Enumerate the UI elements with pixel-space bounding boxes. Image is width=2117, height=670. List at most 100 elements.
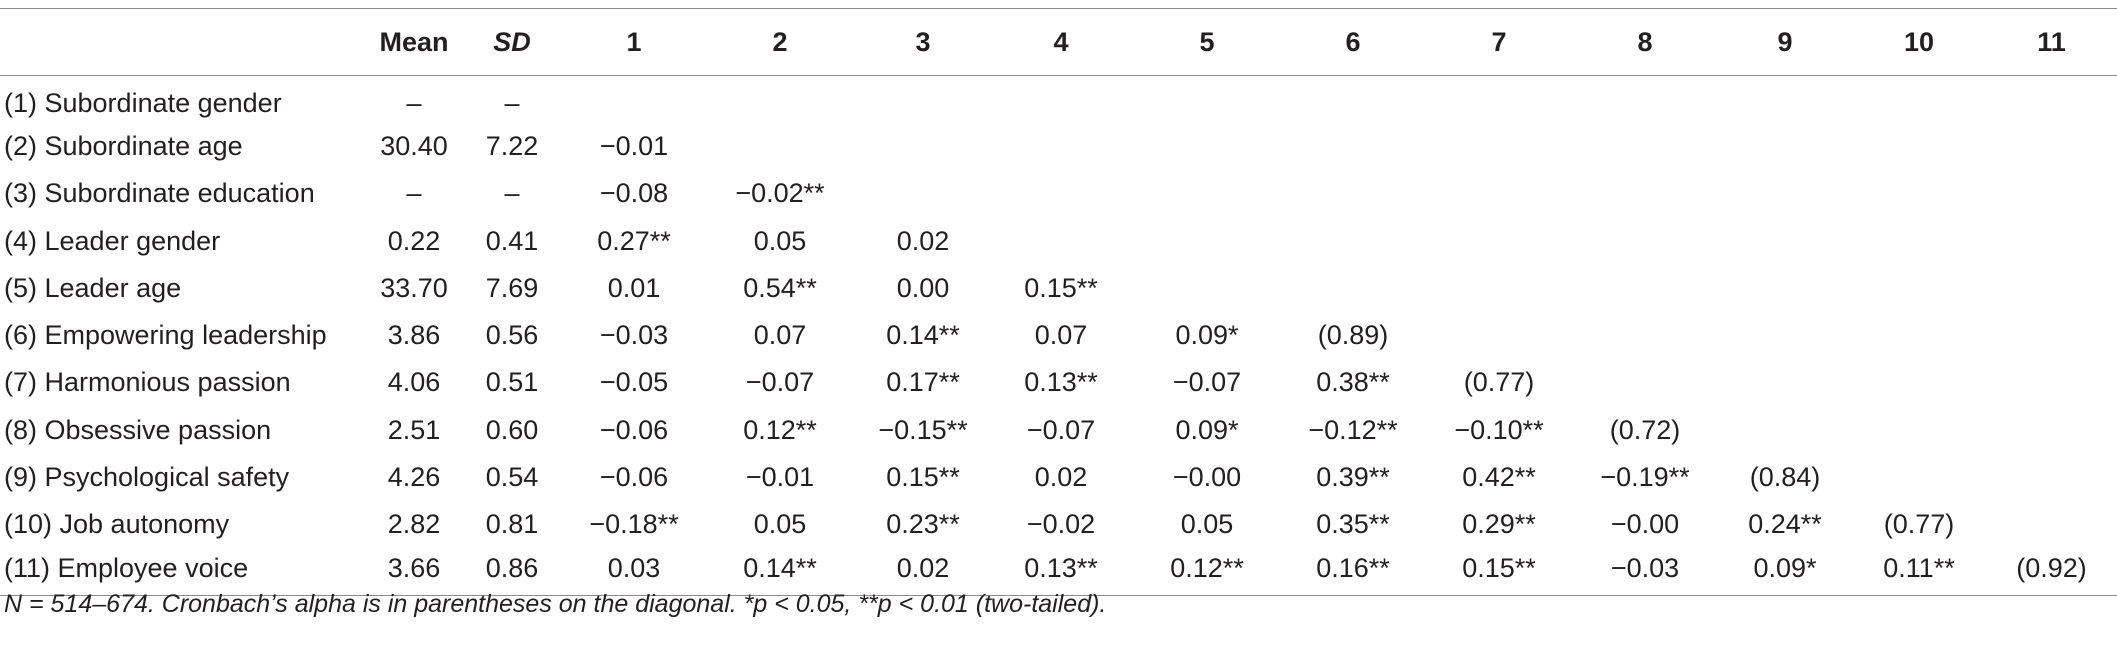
table-cell: 0.56 xyxy=(485,320,539,351)
table-cell xyxy=(1986,170,2117,217)
table-cell: (0.72) xyxy=(1609,414,1681,445)
table-row: (1) Subordinate gender – – xyxy=(0,76,2117,123)
column-header-3: 3 xyxy=(915,26,931,57)
column-header-10: 10 xyxy=(1903,26,1935,57)
table-cell xyxy=(1718,76,1852,123)
table-cell xyxy=(1718,359,1852,406)
table-cell: 3.86 xyxy=(387,320,441,351)
table-cell xyxy=(858,76,988,123)
table-cell: 0.15** xyxy=(1024,272,1098,303)
table-cell xyxy=(1986,265,2117,312)
table-cell: – xyxy=(406,87,422,118)
table-cell xyxy=(1852,359,1986,406)
table-cell: 0.14** xyxy=(743,553,817,584)
table-cell: 0.05 xyxy=(753,509,807,540)
table-cell xyxy=(1280,123,1426,170)
table-cell xyxy=(1280,170,1426,217)
table-cell: −0.01 xyxy=(599,130,669,161)
table-cell: (0.77) xyxy=(1463,367,1535,398)
table-cell xyxy=(1986,312,2117,359)
row-label: (7) Harmonious passion xyxy=(4,367,291,398)
table-cell xyxy=(1718,217,1852,264)
table-cell: −0.06 xyxy=(599,462,669,493)
table-cell: 0.13** xyxy=(1024,553,1098,584)
table-cell: −0.02** xyxy=(735,178,825,209)
table-cell: 0.02 xyxy=(1034,462,1088,493)
table-cell: 0.01 xyxy=(607,272,661,303)
table-cell xyxy=(1852,217,1986,264)
table-row: (7) Harmonious passion 4.06 0.51 −0.05 −0.07… xyxy=(0,359,2117,406)
table-row: (11) Employee voice 3.66 0.86 0.03 0.14** 0.0… xyxy=(0,548,2117,596)
table-cell xyxy=(702,123,858,170)
row-label: (4) Leader gender xyxy=(4,225,221,256)
table-cell: 2.51 xyxy=(387,414,441,445)
table-row: (4) Leader gender 0.22 0.41 0.27** 0.05 0.02 xyxy=(0,217,2117,264)
table-cell: −0.00 xyxy=(1172,462,1242,493)
table-cell xyxy=(1852,265,1986,312)
column-header-9: 9 xyxy=(1777,26,1793,57)
header-row: Mean SD 1 2 3 4 5 6 7 8 9 10 11 xyxy=(0,8,2117,76)
table-cell: −0.15** xyxy=(878,414,968,445)
table-cell xyxy=(1572,359,1718,406)
table-row: (8) Obsessive passion 2.51 0.60 −0.06 0.12**… xyxy=(0,407,2117,454)
table-cell: 0.23** xyxy=(886,509,960,540)
table-cell xyxy=(1986,359,2117,406)
table-cell: 0.14** xyxy=(886,320,960,351)
table-cell xyxy=(1572,76,1718,123)
table-cell: −0.01 xyxy=(745,462,815,493)
table-cell xyxy=(1280,265,1426,312)
table-cell: 0.27** xyxy=(597,225,671,256)
column-header-mean: Mean xyxy=(379,26,449,57)
table-cell: −0.10** xyxy=(1454,414,1544,445)
table-cell: 0.54** xyxy=(743,272,817,303)
table-cell: 0.54 xyxy=(485,462,539,493)
table-cell xyxy=(1852,170,1986,217)
row-label: (11) Employee voice xyxy=(4,553,249,584)
table-cell xyxy=(1718,170,1852,217)
table-cell xyxy=(1986,123,2117,170)
column-header-4: 4 xyxy=(1053,26,1069,57)
table-cell: −0.00 xyxy=(1610,509,1680,540)
row-label: (10) Job autonomy xyxy=(4,509,230,540)
table-row: (3) Subordinate education – – −0.08 −0.02** xyxy=(0,170,2117,217)
table-cell xyxy=(988,170,1134,217)
table-row: (9) Psychological safety 4.26 0.54 −0.06 −0.… xyxy=(0,454,2117,501)
table-cell xyxy=(1134,217,1280,264)
table-cell xyxy=(1134,170,1280,217)
row-label: (1) Subordinate gender xyxy=(4,87,282,118)
table-cell xyxy=(1572,312,1718,359)
table-cell: (0.92) xyxy=(2016,553,2087,584)
table-cell xyxy=(1986,454,2117,501)
table-cell: 0.05 xyxy=(753,225,807,256)
table-cell xyxy=(1986,217,2117,264)
table-cell xyxy=(1852,312,1986,359)
table-cell: 0.07 xyxy=(1034,320,1088,351)
table-cell: 0.16** xyxy=(1316,553,1390,584)
table-cell: −0.07 xyxy=(1172,367,1242,398)
table-cell xyxy=(1426,123,1572,170)
table-cell: 0.81 xyxy=(485,509,539,540)
table-cell: 0.29** xyxy=(1462,509,1536,540)
table-cell xyxy=(1986,76,2117,123)
table-cell: 33.70 xyxy=(380,272,448,303)
table-body: (1) Subordinate gender – – (2) Subordinate … xyxy=(0,76,2117,596)
row-label: (8) Obsessive passion xyxy=(4,414,272,445)
table-cell xyxy=(1280,76,1426,123)
table-cell xyxy=(1986,407,2117,454)
table-cell xyxy=(1718,407,1852,454)
table-cell: (0.77) xyxy=(1883,509,1955,540)
table-note: N = 514–674. Cronbach’s alpha is in pare… xyxy=(4,590,1107,618)
table-cell: 0.05 xyxy=(1180,509,1234,540)
table-cell xyxy=(1426,217,1572,264)
row-label: (2) Subordinate age xyxy=(4,130,243,161)
table-cell: −0.03 xyxy=(1610,553,1680,584)
table-cell: −0.08 xyxy=(599,178,669,209)
table-cell: 0.15** xyxy=(886,462,960,493)
table-cell xyxy=(1852,454,1986,501)
table-cell xyxy=(988,217,1134,264)
table-cell: −0.18** xyxy=(589,509,679,540)
table-cell: 0.12** xyxy=(1170,553,1244,584)
table-cell: 0.17** xyxy=(886,367,960,398)
table-row: (10) Job autonomy 2.82 0.81 −0.18** 0.05 0.23… xyxy=(0,501,2117,548)
table-cell: 0.11** xyxy=(1883,553,1955,584)
